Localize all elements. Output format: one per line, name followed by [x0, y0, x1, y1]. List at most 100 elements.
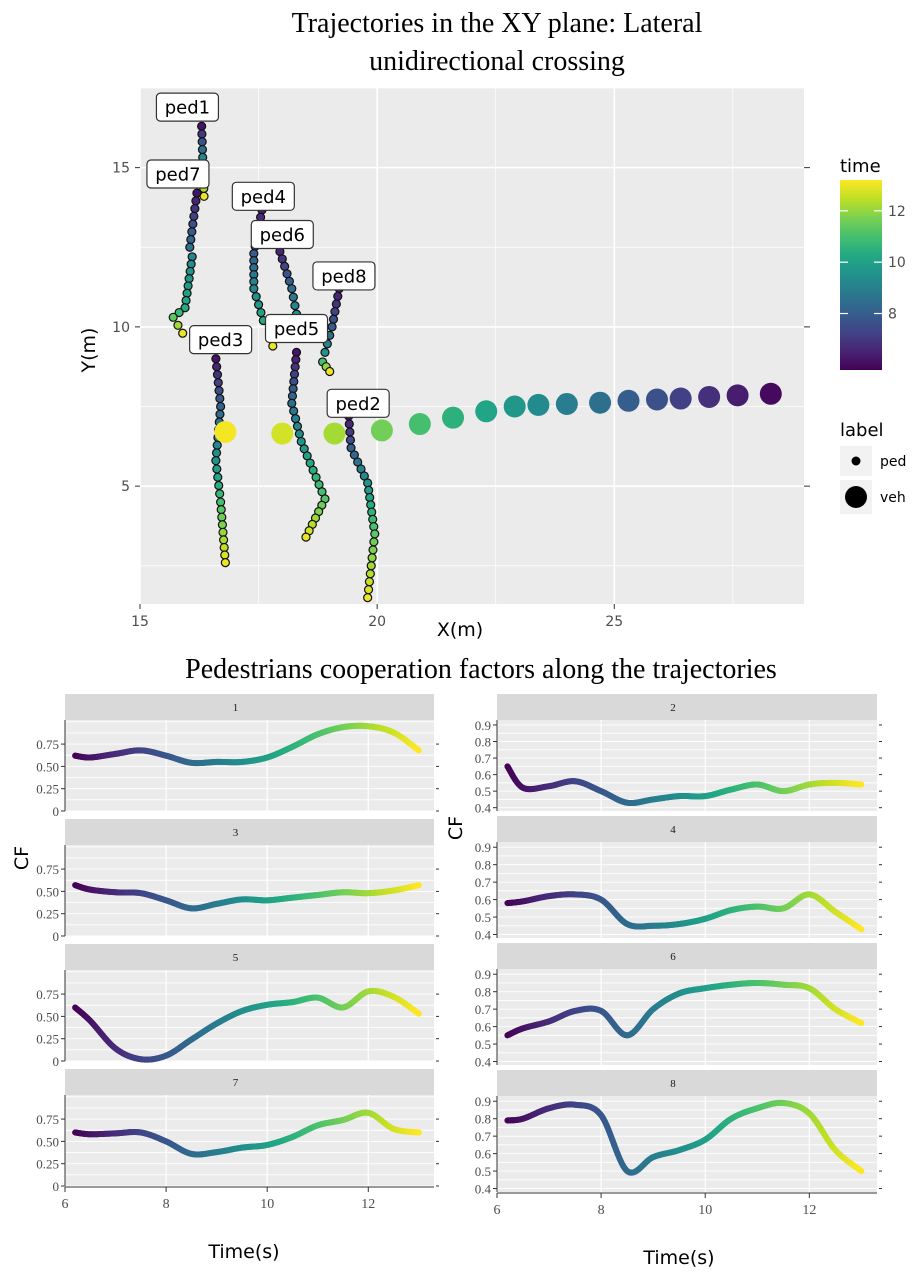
pedestrian-point-ped3 [217, 512, 227, 522]
label-legend-veh-text: veh [880, 490, 906, 506]
facet-y-tick-label: 0.6 [475, 1147, 492, 1162]
pedestrian-label-text: ped5 [274, 319, 319, 340]
pedestrian-point-ped2 [368, 545, 378, 555]
label-legend: label ped veh [840, 420, 906, 514]
pedestrian-label-box [264, 313, 329, 344]
facet-y-tick-label: 0.8 [475, 858, 491, 873]
pedestrian-point-ped5 [287, 398, 297, 408]
pedestrian-point-ped7 [174, 307, 184, 318]
time-legend-title: time [840, 156, 881, 177]
pedestrian-point-ped2 [345, 427, 355, 437]
pedestrian-point-ped6 [288, 292, 298, 302]
facet-strip-label: 1 [233, 702, 239, 714]
facet-x-tick-label: 6 [62, 1197, 69, 1212]
cf-curve-5 [72, 987, 422, 1063]
pedestrian-point-ped6 [284, 276, 294, 286]
cf-curve-4 [504, 891, 865, 933]
pedestrian-point-ped4 [256, 307, 266, 318]
pedestrian-point-ped5 [290, 414, 301, 424]
facet-y-tick-label: 0.4 [475, 1182, 492, 1197]
cf-curve-3 [72, 882, 422, 912]
cf-curve-2 [504, 763, 865, 807]
y-tick-label: 15 [112, 161, 130, 177]
cf-curve-segment [414, 1009, 422, 1017]
pedestrian-point-ped3 [214, 385, 224, 396]
pedestrian-point-ped3 [213, 472, 223, 482]
pedestrian-point-ped6 [268, 341, 278, 351]
cooperation-factor-facets: 100.250.500.75300.250.500.75500.250.500.… [36, 694, 882, 1218]
pedestrian-point-ped8 [325, 366, 335, 377]
facet-panel-background [65, 1095, 434, 1186]
pedestrian-point-ped8 [331, 299, 341, 309]
facet-y-tick-label: 0.7 [475, 1002, 492, 1017]
pedestrian-label-text: ped1 [165, 98, 210, 119]
pedestrian-point-ped7 [186, 234, 196, 245]
cf-axis-title-right: CF [445, 816, 467, 840]
facet-strip [497, 694, 877, 720]
cf-curve-1 [72, 722, 422, 767]
facet-strip [497, 943, 877, 969]
pedestrian-label-box [155, 92, 220, 122]
pedestrian-label-text: ped6 [260, 225, 305, 246]
pedestrian-label-box [312, 261, 376, 291]
pedestrian-point-ped7 [187, 227, 197, 237]
pedestrian-point-ped1 [197, 121, 207, 131]
vehicle-point [698, 385, 721, 408]
pedestrian-point-ped2 [344, 419, 354, 429]
time-axis-title-left: Time(s) [207, 1241, 279, 1263]
pedestrian-point-ped3 [218, 527, 228, 537]
pedestrian-point-ped2 [365, 569, 375, 579]
facet-y-tick-label: 0.9 [475, 1094, 491, 1109]
pedestrian-point-ped7 [173, 320, 183, 330]
pedestrian-point-ped3 [215, 489, 225, 499]
facet-y-tick-label: 0.7 [475, 875, 492, 890]
pedestrian-label-box [250, 219, 314, 250]
vehicle-point [370, 419, 393, 442]
pedestrian-point-ped5 [289, 406, 299, 416]
pedestrian-point-ped3 [213, 378, 223, 388]
x-tick-label: 25 [605, 614, 623, 630]
pedestrian-point-ped4 [251, 292, 261, 302]
facet-panel-1: 1 0 0.25 0.50 0.75 [36, 694, 439, 819]
x-tick-label: 20 [368, 614, 386, 630]
vehicle-point [669, 387, 692, 410]
facet-x-tick-label: 10 [698, 1203, 712, 1218]
facet-y-tick-label: 0.8 [475, 1112, 491, 1127]
pedestrian-label-text: ped3 [198, 330, 243, 351]
facet-y-tick-label: 0.8 [475, 985, 491, 1000]
facet-strip [497, 1070, 877, 1096]
facet-panel-8: 8 0.4 0.5 0.6 0.7 0.8 0.9 6 8 10 12 [475, 1070, 882, 1218]
pedestrian-label-ped5: ped5 [264, 313, 329, 344]
trajectory-axes: 15 20 25 5 10 15 [112, 161, 810, 630]
x-tick-label: 15 [131, 614, 149, 630]
cf-curve-7 [72, 1109, 422, 1158]
pedestrian-point-ped6 [280, 261, 290, 271]
pedestrian-point-ped6 [277, 254, 287, 264]
pedestrian-point-ped3 [212, 370, 223, 380]
facet-y-tick-label: 0.25 [36, 1157, 59, 1172]
facet-panel-background [65, 970, 434, 1061]
time-legend: time 8 10 12 [840, 156, 906, 370]
vehicle-point [589, 391, 612, 414]
pedestrian-label-text: ped8 [321, 266, 366, 287]
trajectory-grid [139, 87, 804, 604]
facet-panel-background [497, 1096, 877, 1192]
pedestrian-label-box [189, 325, 253, 355]
facet-strip-label: 5 [233, 952, 239, 964]
cf-axis-title-left: CF [11, 846, 33, 870]
pedestrian-point-ped3 [215, 409, 225, 419]
y-tick-label: 5 [121, 479, 130, 495]
facet-x-tick-label: 10 [260, 1197, 274, 1212]
facet-y-tick-label: 0.50 [36, 884, 59, 899]
pedestrian-point-ped3 [219, 542, 229, 553]
time-axis-title-right: Time(s) [642, 1247, 714, 1269]
facet-x-tick-label: 8 [598, 1203, 605, 1218]
time-colorbar [840, 180, 882, 370]
pedestrian-point-ped2 [367, 553, 377, 563]
facet-y-tick-label: 0.5 [475, 784, 491, 799]
pedestrian-point-ped3 [218, 535, 229, 545]
facet-strip [65, 1069, 434, 1095]
pedestrian-point-ped3 [220, 550, 230, 560]
facet-panel-5: 5 0 0.25 0.50 0.75 [36, 944, 439, 1069]
pedestrian-point-ped3 [216, 401, 226, 412]
